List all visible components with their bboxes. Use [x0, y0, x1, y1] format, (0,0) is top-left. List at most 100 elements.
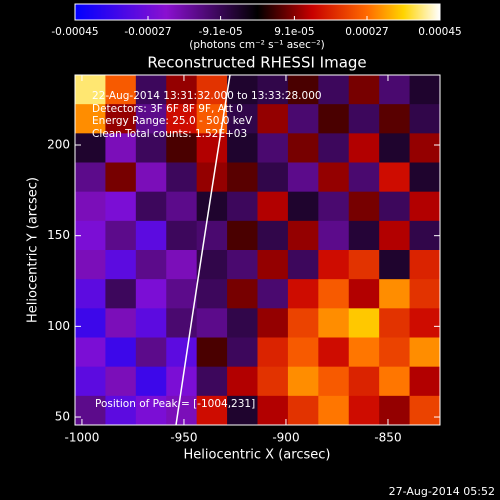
heatmap-cell — [379, 395, 411, 426]
y-axis-label: Heliocentric Y (arcsec) — [26, 177, 41, 323]
heatmap-cell — [196, 337, 228, 368]
heatmap-cell — [105, 75, 137, 105]
heatmap-cell — [409, 162, 441, 193]
heatmap-cell — [257, 337, 289, 368]
heatmap-cell — [105, 366, 137, 397]
x-tick-label: -850 — [374, 431, 401, 445]
heatmap-cell — [135, 366, 167, 397]
heatmap-cell — [75, 133, 106, 163]
heatmap-cell — [196, 191, 228, 222]
heatmap-cell — [379, 366, 411, 397]
heatmap-cell — [409, 133, 441, 163]
heatmap-cell — [379, 75, 411, 105]
heatmap-cell — [166, 395, 198, 426]
annotation: Energy Range: 25.0 - 50.0 keV — [92, 115, 253, 127]
heatmap-cell — [287, 250, 319, 280]
heatmap-cell — [287, 395, 319, 426]
heatmap-cell — [348, 250, 380, 280]
colorbar-tick-label: -0.00027 — [124, 26, 171, 38]
heatmap-cell — [75, 366, 106, 397]
plot-frame — [74, 74, 441, 426]
heatmap-cell — [257, 395, 289, 426]
heatmap-cell — [318, 308, 350, 338]
heatmap-cell — [348, 366, 380, 397]
heatmap-cell — [287, 308, 319, 338]
heatmap-cell — [318, 191, 350, 222]
colorbar-tick-label: 0.00045 — [418, 26, 461, 38]
heatmap-cell — [409, 250, 441, 280]
heatmap-cell — [75, 308, 106, 338]
heatmap-cell — [166, 220, 198, 251]
heatmap-cell — [257, 162, 289, 193]
heatmap-cell — [257, 133, 289, 163]
heatmap-cell — [348, 75, 380, 105]
annotation: Detectors: 3F 6F 8F 9F, Att 0 — [92, 103, 243, 115]
heatmap-cell — [105, 395, 137, 426]
colorbar-tick-label: 0.00027 — [345, 26, 388, 38]
heatmap-cell — [75, 279, 106, 309]
heatmap-cell — [75, 337, 106, 368]
heatmap-cell — [166, 366, 198, 397]
heatmap-cell — [135, 279, 167, 309]
x-tick-label: -1000 — [64, 431, 99, 445]
heatmap-cell — [379, 220, 411, 251]
heatmap-cell — [348, 133, 380, 163]
heatmap-cell — [135, 191, 167, 222]
heatmap-cell — [196, 220, 228, 251]
heatmap-cell — [318, 395, 350, 426]
heatmap-cell — [287, 104, 319, 134]
heatmap-cell — [105, 250, 137, 280]
heatmap-cell — [318, 162, 350, 193]
heatmap-cell — [196, 133, 228, 163]
heatmap-cell — [348, 279, 380, 309]
colorbar-label: (photons cm⁻² s⁻¹ asec⁻²) — [189, 39, 324, 51]
x-tick-label: -900 — [272, 431, 299, 445]
heatmap-cell — [227, 191, 258, 222]
heatmap-cell — [287, 162, 319, 193]
heatmap-cell — [227, 395, 258, 426]
heatmap-cell — [166, 279, 198, 309]
heatmap-cell — [227, 162, 258, 193]
heatmap-cell — [105, 191, 137, 222]
heatmap-cell — [409, 104, 441, 134]
heatmap-cell — [318, 220, 350, 251]
heatmap-cell — [409, 308, 441, 338]
heatmap-cell — [257, 104, 289, 134]
heatmap-cell — [257, 220, 289, 251]
heatmap-cell — [287, 75, 319, 105]
heatmap-cell — [379, 337, 411, 368]
colorbar-tick-label: 9.1e-05 — [274, 26, 314, 38]
heatmap-cell — [75, 250, 106, 280]
colorbar-tick-label: -0.00045 — [51, 26, 98, 38]
heatmap-cell — [409, 279, 441, 309]
heatmap-cell — [166, 133, 198, 163]
heatmap-cell — [379, 250, 411, 280]
heatmap-cell — [227, 308, 258, 338]
heatmap-cell — [287, 366, 319, 397]
heatmap-cell — [75, 104, 106, 134]
heatmap-cell — [227, 279, 258, 309]
heatmap-cell — [227, 220, 258, 251]
chart-title: Reconstructed RHESSI Image — [147, 54, 366, 72]
heatmap-cell — [135, 250, 167, 280]
heatmap-cell — [75, 75, 106, 105]
heatmap-cell — [196, 366, 228, 397]
heatmap-cell — [196, 395, 228, 426]
footer: 27-Aug-2014 05:52 — [389, 485, 495, 498]
heatmap-cell — [318, 250, 350, 280]
heatmap-cell — [166, 191, 198, 222]
heatmap-cell — [135, 308, 167, 338]
heatmap-cell — [227, 104, 258, 134]
heatmap-cell — [135, 133, 167, 163]
y-tick-label: 100 — [47, 319, 70, 333]
heatmap-cell — [348, 337, 380, 368]
heatmap-cell — [379, 133, 411, 163]
heatmap-cell — [257, 279, 289, 309]
heatmap-cell — [135, 220, 167, 251]
annotation: 22-Aug-2014 13:31:32.000 to 13:33:28.000 — [92, 90, 322, 102]
heatmap — [75, 75, 441, 426]
heatmap-cell — [196, 279, 228, 309]
heatmap-cell — [227, 250, 258, 280]
